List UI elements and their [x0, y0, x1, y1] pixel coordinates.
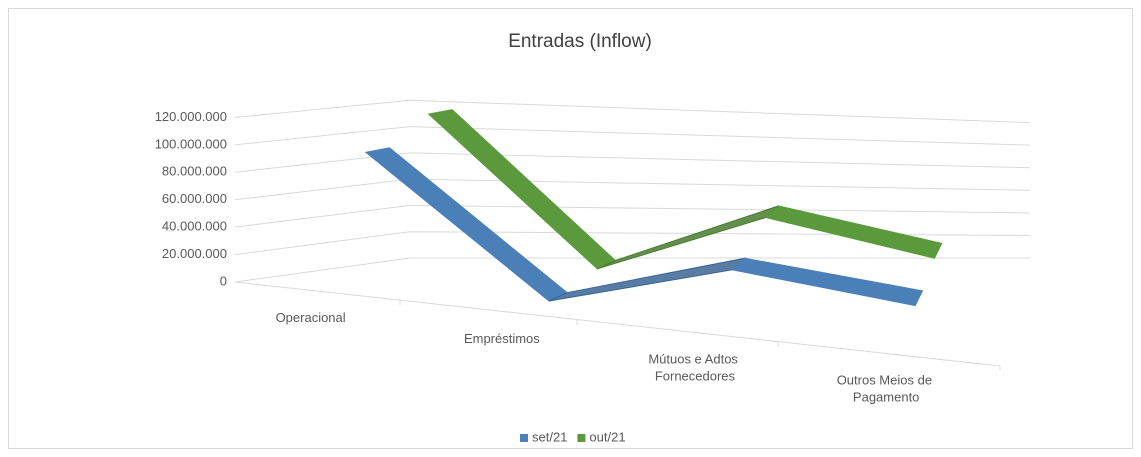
category-axis — [234, 281, 1001, 367]
label-line: Pagamento — [849, 390, 919, 405]
grid-line — [234, 152, 1031, 173]
chart-title: Entradas (Inflow) — [508, 31, 652, 52]
x-tick-label: Empréstimos — [464, 331, 540, 346]
grid-line — [234, 126, 1031, 146]
grid-line — [234, 257, 1030, 283]
x-tick-label: Operacional — [276, 310, 346, 325]
label-line: Fornecedores — [651, 369, 735, 384]
legend-swatch — [520, 434, 528, 442]
y-tick-label: 40.000.000 — [162, 219, 227, 234]
y-tick-label: 0 — [220, 273, 227, 288]
y-tick-label: 60.000.000 — [162, 191, 227, 206]
legend-swatch — [577, 434, 586, 442]
grid-line — [234, 231, 1031, 256]
line-segment — [731, 257, 924, 307]
line-segment — [764, 205, 943, 259]
legend-label: out/21 — [589, 429, 625, 444]
y-tick-label: 80.000.000 — [162, 164, 227, 179]
legend-label: set/21 — [532, 429, 567, 444]
x-tick-label: Outros Meios de Pagamento — [837, 373, 932, 405]
grid-line — [234, 204, 1031, 228]
label-line: Outros Meios de — [837, 373, 932, 388]
y-tick-label: 120.000.000 — [155, 109, 227, 124]
y-tick-label: 100.000.000 — [155, 136, 227, 151]
label-line: Mútuos e Adtos — [648, 352, 738, 367]
x-tick-label: Mútuos e Adtos Fornecedores — [648, 352, 738, 384]
grid-line — [234, 99, 1031, 124]
y-tick-label: 20.000.000 — [162, 246, 227, 261]
